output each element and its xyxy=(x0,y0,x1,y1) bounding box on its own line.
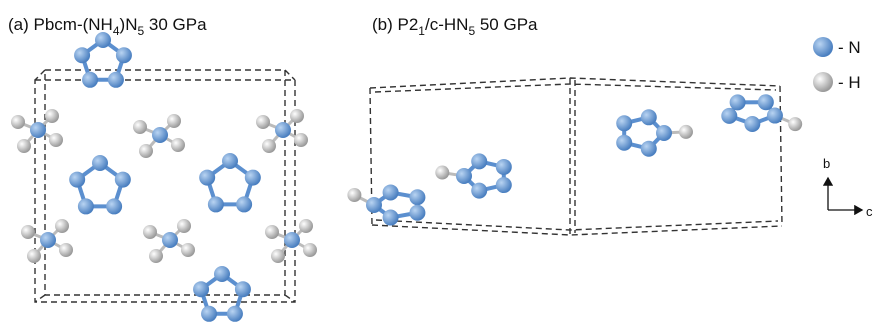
h-atom xyxy=(299,219,313,233)
n-atom xyxy=(767,108,783,124)
n-atom xyxy=(366,197,382,213)
n-atom xyxy=(409,189,425,205)
n-atom xyxy=(641,141,657,157)
h-atom xyxy=(347,188,361,202)
n-atom xyxy=(115,172,131,188)
title-part: 50 GPa xyxy=(475,15,538,34)
title-part: )N xyxy=(120,15,138,34)
h-atom xyxy=(55,219,69,233)
h-atom xyxy=(177,219,191,233)
h-atom xyxy=(17,139,31,153)
n-atom xyxy=(616,115,632,131)
panel-b-title: (b) P21/c-HN5 50 GPa xyxy=(372,15,538,38)
h-atom xyxy=(59,243,73,257)
h-atom xyxy=(294,133,308,147)
h-atom xyxy=(167,114,181,128)
n-atom xyxy=(214,266,230,282)
n-atom xyxy=(92,155,108,171)
axis-c-label: c xyxy=(866,204,873,219)
h-atom xyxy=(788,117,802,131)
h-atom xyxy=(290,109,304,123)
n-atom xyxy=(95,32,111,48)
n-atom xyxy=(409,205,425,221)
h-atom xyxy=(21,225,35,239)
n-atom xyxy=(496,177,512,193)
figure: (a) Pbcm-(NH4)N5 30 GPa (b) P21/c-HN5 50… xyxy=(0,0,875,326)
n-atom xyxy=(236,196,252,212)
h-atom xyxy=(171,138,185,152)
n-atom xyxy=(69,172,85,188)
h-atom xyxy=(265,225,279,239)
axis-b-label: b xyxy=(823,156,830,171)
legend-n-atom xyxy=(813,37,833,57)
h-atom xyxy=(11,115,25,129)
n-atom xyxy=(656,125,672,141)
n-atom xyxy=(82,72,98,88)
n-atom xyxy=(116,47,132,63)
n-atom xyxy=(456,168,472,184)
h-atom xyxy=(435,166,449,180)
title-part: /c-HN xyxy=(425,15,468,34)
n-atom xyxy=(235,281,251,297)
n-atom xyxy=(383,210,399,226)
n-atom xyxy=(616,135,632,151)
n-atom xyxy=(193,281,209,297)
n-atom xyxy=(641,109,657,125)
n-atom xyxy=(74,47,90,63)
h-atom xyxy=(143,225,157,239)
n-atom xyxy=(152,127,168,143)
h-atom xyxy=(149,249,163,263)
legend-h-label: - H xyxy=(838,73,861,92)
h-atom xyxy=(27,249,41,263)
title-part: 30 GPa xyxy=(144,15,207,34)
n-atom xyxy=(199,170,215,186)
n-atom xyxy=(471,153,487,169)
legend-h-atom xyxy=(813,72,833,92)
title-part: (b) P2 xyxy=(372,15,418,34)
n-atom xyxy=(245,170,261,186)
h-atom xyxy=(271,249,285,263)
unit-cell-b xyxy=(370,78,782,235)
h-atom xyxy=(133,120,147,134)
h-atom xyxy=(181,243,195,257)
n-atom xyxy=(78,198,94,214)
n-atom xyxy=(721,108,737,124)
n-atom xyxy=(744,116,760,132)
n-atom xyxy=(383,184,399,200)
h-atom xyxy=(303,243,317,257)
n-atom xyxy=(201,306,217,322)
h-atom xyxy=(49,133,63,147)
h-atom xyxy=(139,144,153,158)
n-atom xyxy=(30,122,46,138)
title-part: (a) Pbcm-(NH xyxy=(8,15,113,34)
n-atom xyxy=(730,94,746,110)
n-atom xyxy=(227,306,243,322)
molecules xyxy=(11,32,802,322)
n-atom xyxy=(106,198,122,214)
n-atom xyxy=(496,159,512,175)
h-atom xyxy=(45,109,59,123)
h-atom xyxy=(256,115,270,129)
legend-n-label: - N xyxy=(838,38,861,57)
n-atom xyxy=(108,72,124,88)
n-atom xyxy=(275,122,291,138)
n-atom xyxy=(758,94,774,110)
n-atom xyxy=(471,183,487,199)
n-atom xyxy=(162,232,178,248)
n-atom xyxy=(208,196,224,212)
n-atom xyxy=(222,153,238,169)
h-atom xyxy=(679,125,693,139)
n-atom xyxy=(284,232,300,248)
n-atom xyxy=(40,232,56,248)
h-atom xyxy=(262,139,276,153)
